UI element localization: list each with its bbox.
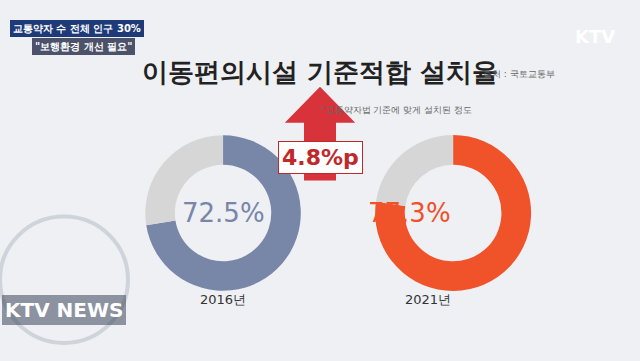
svg-text:4.8%p: 4.8%p	[282, 145, 359, 170]
svg-text:KTV NEWS: KTV NEWS	[5, 298, 123, 322]
svg-text:출처 : 국토교통부: 출처 : 국토교통부	[483, 69, 555, 79]
svg-text:2021년: 2021년	[405, 292, 451, 307]
svg-text:교통약자 수 전체 인구 30%: 교통약자 수 전체 인구 30%	[13, 23, 141, 34]
svg-text:*교통약자법 기준에 맞게 설치된 정도: *교통약자법 기준에 맞게 설치된 정도	[321, 105, 472, 115]
svg-text:77.3%: 77.3%	[368, 198, 451, 228]
svg-text:2016년: 2016년	[200, 292, 246, 307]
svg-text:이동편의시설 기준적합 설치율: 이동편의시설 기준적합 설치율	[142, 57, 498, 87]
svg-text:"보행환경 개선 필요": "보행환경 개선 필요"	[35, 41, 132, 52]
svg-text:72.5%: 72.5%	[182, 198, 265, 228]
svg-text:KTV: KTV	[575, 26, 615, 47]
